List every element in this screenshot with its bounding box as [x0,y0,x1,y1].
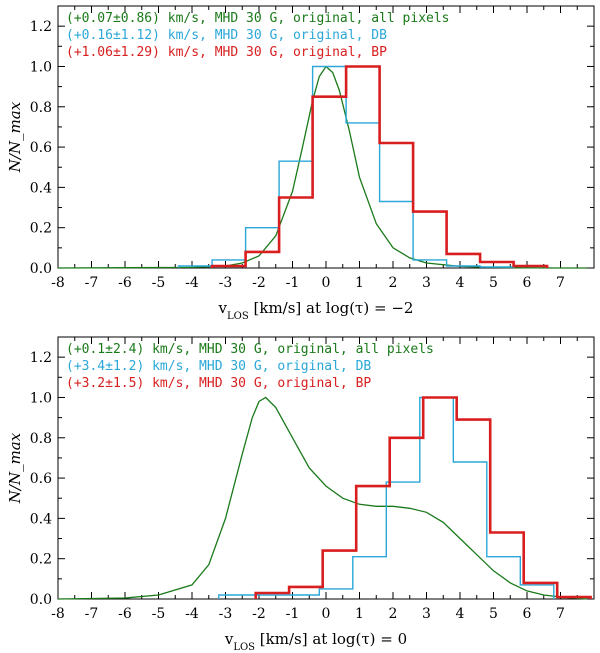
x-axis-label: vLOS [km/s] at log(τ) = 0 [224,630,407,653]
x-tick-label: 1 [355,275,364,291]
legend-entry: (+3.2±1.5) km/s, MHD 30 G, original, BP [66,376,371,391]
y-axis-label: N/N_max [6,432,24,504]
x-tick-label: 7 [556,606,565,622]
y-tick-label: 1.2 [30,350,52,366]
x-tick-label: -4 [185,275,199,291]
series-bp-histogram [254,396,592,599]
x-tick-label: 7 [556,275,565,291]
legend-entry: (+3.4±1.2) km/s, MHD 30 G, original, DB [66,359,371,374]
chart-panel-1: -8 -7 -6 -5 -4 -3 -2 -1 0 1 2 3 4 5 6 7 0.0 0.2 0.4 0.6 0.8 1… [6,5,595,322]
x-tick-label: -8 [51,275,65,291]
x-tick-label: 6 [523,275,532,291]
x-tick-label: 2 [389,275,398,291]
x-tick-label: -6 [118,275,132,291]
legend-entry: (+1.06±1.29) km/s, MHD 30 G, original, B… [66,45,387,60]
x-tick-label: -6 [118,606,132,622]
legend-entry: (+0.1±2.4) km/s, MHD 30 G, original, all… [66,342,434,357]
y-tick-label: 0.0 [30,261,52,277]
y-tick-label: 0.2 [30,552,52,568]
x-tick-label: -5 [152,275,166,291]
x-tick-label: 0 [322,275,331,291]
x-axis-label: vLOS [km/s] at log(τ) = −2 [218,299,414,322]
y-tick-label: 0.8 [30,100,52,116]
x-tick-label: 0 [322,606,331,622]
x-tick-label: 5 [489,606,498,622]
x-tick-label: -3 [219,606,233,622]
x-tick-label: -1 [286,606,300,622]
legend-entry: (+0.16±1.12) km/s, MHD 30 G, original, D… [66,28,387,43]
y-tick-label: 0.2 [30,221,52,237]
series-bp-histogram [210,65,549,268]
y-tick-label: 1.0 [30,59,52,75]
x-tick-label: -7 [85,606,99,622]
x-tick-label: -4 [185,606,199,622]
x-tick-label: 1 [355,606,364,622]
x-tick-label: 5 [489,275,498,291]
x-tick-label: -7 [85,275,99,291]
y-tick-label: 0.6 [30,140,52,156]
y-tick-label: 0.0 [30,592,52,608]
y-tick-label: 0.8 [30,431,52,447]
chart-panel-2: -8 -7 -6 -5 -4 -3 -2 -1 0 1 2 3 4 5 6 7 0.0 0.2 0.4 0.6 0.8 1… [6,336,595,653]
series-all-pixels-line [57,396,588,600]
x-tick-label: 4 [456,606,465,622]
x-tick-label: 3 [422,606,431,622]
x-tick-label: -5 [152,606,166,622]
x-tick-label: 2 [389,606,398,622]
x-tick-label: -2 [252,606,266,622]
x-tick-label: 4 [456,275,465,291]
y-tick-label: 0.6 [30,471,52,487]
y-tick-label: 1.0 [30,390,52,406]
y-tick-label: 0.4 [30,511,52,527]
x-tick-label: -8 [51,606,65,622]
x-tick-label: -3 [219,275,233,291]
x-tick-label: 6 [523,606,532,622]
series-db-histogram [218,396,555,599]
legend-entry: (+0.07±0.86) km/s, MHD 30 G, original, a… [66,11,450,26]
x-tick-label: -1 [286,275,300,291]
x-tick-label: -2 [252,275,266,291]
y-axis-label: N/N_max [6,101,24,173]
y-tick-label: 0.4 [30,180,52,196]
y-tick-label: 1.2 [30,19,52,35]
x-tick-label: 3 [422,275,431,291]
